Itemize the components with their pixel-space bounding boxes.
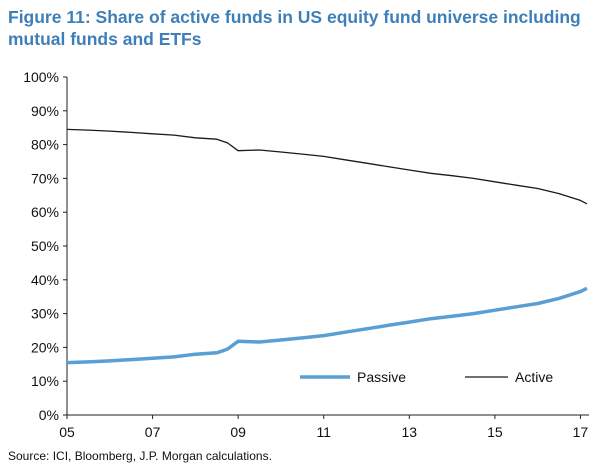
x-tick-label: 17 xyxy=(573,424,589,440)
x-tick-label: 07 xyxy=(145,424,161,440)
chart-title-line2: mutual funds and ETFs xyxy=(8,29,202,49)
series-line-passive xyxy=(66,286,588,365)
source-note: Source: ICI, Bloomberg, J.P. Morgan calc… xyxy=(8,449,272,463)
y-tick-label: 20% xyxy=(31,339,59,355)
y-tick-label: 50% xyxy=(31,238,59,254)
y-tick-label: 0% xyxy=(39,407,59,423)
x-tick-label: 15 xyxy=(487,424,503,440)
x-tick-label: 05 xyxy=(59,424,75,440)
series-line-active xyxy=(66,128,588,205)
legend-label-active: Active xyxy=(515,369,553,385)
x-tick-label: 13 xyxy=(402,424,418,440)
y-tick-label: 100% xyxy=(23,69,59,85)
y-tick-label: 40% xyxy=(31,272,59,288)
y-tick-label: 30% xyxy=(31,306,59,322)
legend-label-passive: Passive xyxy=(357,369,406,385)
y-tick-label: 70% xyxy=(31,170,59,186)
chart-title: Figure 11: Share of active funds in US e… xyxy=(8,6,593,50)
y-tick-label: 60% xyxy=(31,204,59,220)
y-tick-label: 10% xyxy=(31,373,59,389)
y-tick-label: 80% xyxy=(31,137,59,153)
y-tick-label: 90% xyxy=(31,103,59,119)
chart-title-line1: Figure 11: Share of active funds in US e… xyxy=(8,7,581,27)
x-tick-label: 11 xyxy=(316,424,331,440)
x-tick-label: 09 xyxy=(230,424,246,440)
